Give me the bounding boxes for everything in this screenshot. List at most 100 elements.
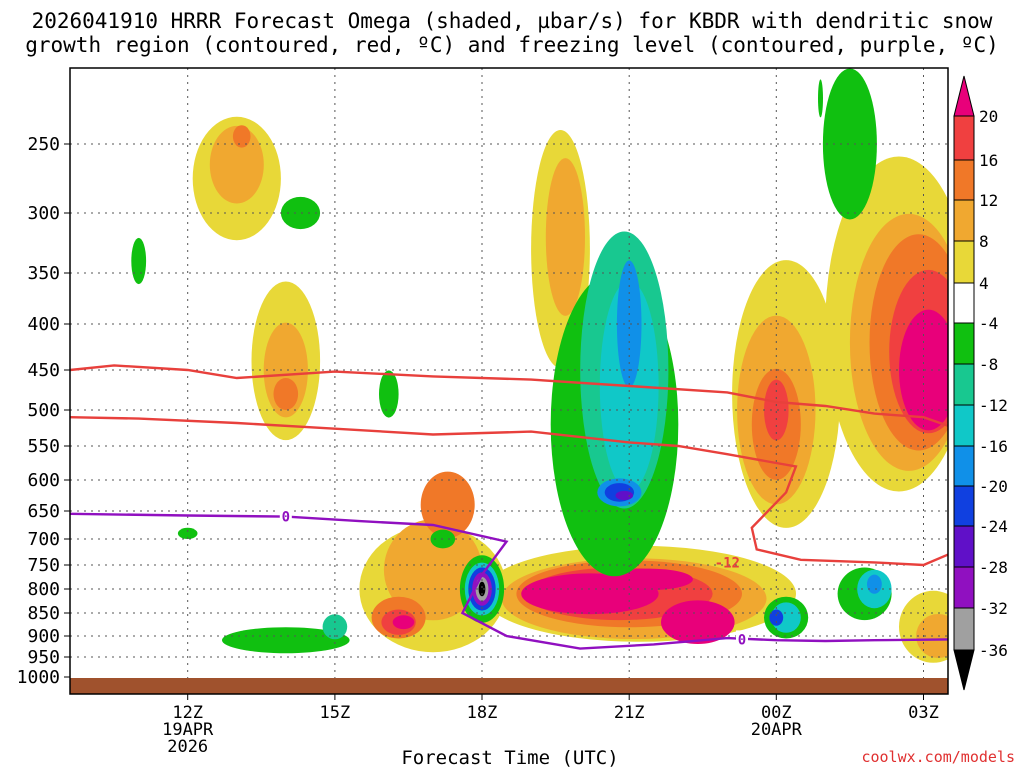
omega-blob [769, 609, 784, 626]
x-tick-year: 2026 [167, 737, 208, 757]
terrain-strip [70, 678, 948, 694]
dendritic-upper-contour [70, 364, 948, 427]
contour-label-minus12: -12 [715, 555, 740, 571]
plot-frame [69, 67, 949, 695]
y-tick-label: 850 [27, 603, 60, 624]
omega-blob [420, 471, 475, 538]
x-tick-date: 20APR [751, 720, 803, 740]
colorbar-segment [953, 115, 975, 161]
colorbar-label: -32 [979, 599, 1008, 618]
omega-blob [131, 237, 147, 285]
colorbar-segment [953, 240, 975, 284]
omega-blob [764, 379, 789, 441]
y-tick-label: 700 [27, 529, 60, 550]
omega-blob [280, 196, 321, 230]
chart-title-line2: growth region (contoured, red, ºC) and f… [25, 33, 999, 57]
y-tick-label: 350 [27, 263, 60, 284]
omega-blob [273, 378, 299, 410]
x-tick-label: 18Z [467, 703, 498, 723]
colorbar-label: -36 [979, 641, 1008, 660]
y-tick-label: 1000 [17, 667, 60, 688]
colorbar-segment [953, 525, 975, 568]
omega-blob [661, 600, 735, 644]
colorbar-segment [953, 199, 975, 242]
colorbar-segment [953, 485, 975, 527]
colorbar-label: -4 [979, 314, 998, 333]
colorbar-segment [953, 607, 975, 651]
y-tick-label: 400 [27, 314, 60, 335]
freezing-level-contour [70, 512, 948, 650]
omega-blob [604, 568, 693, 591]
omega-blob [899, 309, 948, 431]
contours: 0 0 -12 [70, 364, 948, 650]
contour-label-bg [736, 630, 748, 647]
colorbar-segment [953, 566, 975, 609]
omega-blob [818, 79, 823, 118]
dendritic-lower-contour [70, 416, 948, 567]
colorbar-top-arrow [953, 75, 975, 117]
chart-title-line1: 2026041910 HRRR Forecast Omega (shaded, … [32, 9, 993, 33]
omega-blob [771, 602, 801, 633]
omega-blob [392, 615, 415, 630]
y-tick-label: 800 [27, 579, 60, 600]
colorbar-segment [953, 363, 975, 406]
y-tick-label: 600 [27, 470, 60, 491]
omega-blob [209, 125, 264, 204]
colorbar-label: 20 [979, 107, 998, 126]
omega-blob [478, 581, 486, 597]
colorbar-label: -20 [979, 477, 1008, 496]
y-axis: 2503003504004505005506006507007508008509… [17, 134, 70, 688]
y-tick-label: 900 [27, 626, 60, 647]
y-tick-label: 500 [27, 400, 60, 421]
y-tick-label: 550 [27, 436, 60, 457]
colorbar-label: 16 [979, 151, 998, 170]
omega-blob [545, 158, 586, 316]
x-tick-label: 12Z [172, 703, 203, 723]
colorbar-label: 8 [979, 232, 989, 251]
contour-label-bg [279, 507, 292, 524]
omega-blob [221, 627, 350, 654]
y-tick-label: 650 [27, 501, 60, 522]
colorbar-label: -28 [979, 558, 1008, 577]
omega-blob [379, 370, 399, 418]
omega-blob [232, 125, 251, 148]
x-tick-label: 15Z [320, 703, 351, 723]
freezing-level-label: 0 [738, 632, 746, 648]
colorbar-label: -12 [979, 396, 1008, 415]
x-tick-date: 19APR [162, 720, 214, 740]
y-tick-label: 250 [27, 134, 60, 155]
colorbar-segment [953, 322, 975, 365]
omega-blob [177, 527, 198, 540]
x-axis-title: Forecast Time (UTC) [401, 747, 618, 768]
omega-blob [822, 68, 877, 220]
colorbar-segment [953, 282, 975, 324]
omega-blob [867, 574, 882, 594]
credit-text: coolwx.com/models [861, 748, 1015, 766]
omega-blob [383, 519, 483, 621]
colorbar-label: -16 [979, 437, 1008, 456]
colorbar-segment [953, 404, 975, 447]
y-tick-label: 950 [27, 647, 60, 668]
colorbar-label: -24 [979, 517, 1008, 536]
colorbar: 20 16 12 8 4 -4 -8 -12 -16 -20 -24 -28 -32 -36 [953, 75, 1008, 691]
y-tick-label: 750 [27, 555, 60, 576]
y-tick-label: 300 [27, 203, 60, 224]
x-tick-label: 03Z [908, 703, 939, 723]
x-tick-label: 00Z [761, 703, 792, 723]
omega-shading [131, 68, 948, 663]
omega-blob [616, 260, 642, 388]
colorbar-label: 4 [979, 274, 989, 293]
y-tick-label: 450 [27, 360, 60, 381]
colorbar-bottom-arrow [953, 649, 975, 691]
freezing-level-label: 0 [282, 510, 290, 526]
colorbar-segment [953, 445, 975, 487]
omega-blob [615, 490, 634, 501]
colorbar-label: -8 [979, 355, 998, 374]
omega-blob [322, 614, 348, 640]
x-tick-label: 21Z [614, 703, 645, 723]
colorbar-label: 12 [979, 191, 998, 210]
colorbar-segment [953, 159, 975, 201]
